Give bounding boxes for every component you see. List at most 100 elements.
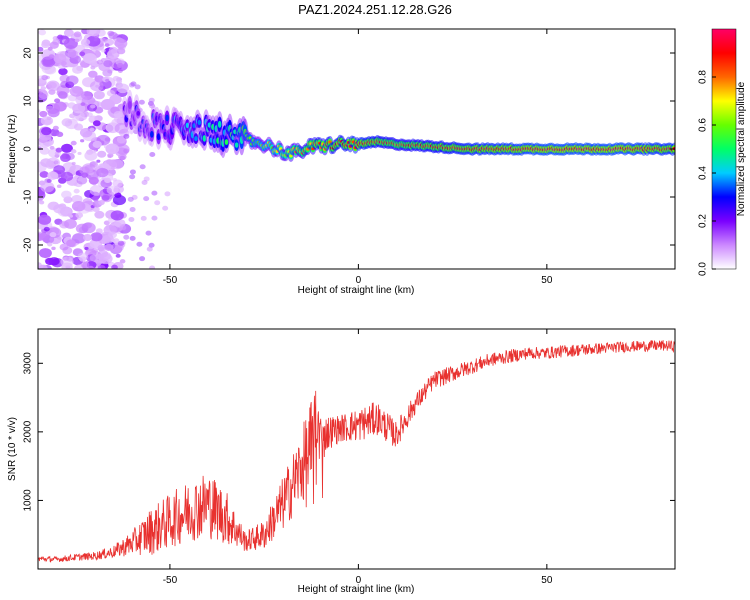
noise-blob — [88, 70, 98, 78]
spectrogram-heatmap — [38, 29, 675, 269]
colorbar-label: Normalized spectral amplitude — [736, 81, 747, 216]
noise-blob — [81, 172, 89, 178]
noise-blob — [106, 185, 119, 195]
noise-blob — [112, 75, 120, 82]
noise-blob — [129, 169, 136, 175]
noise-blob — [71, 161, 76, 166]
noise-blob — [104, 43, 110, 47]
noise-blob — [101, 48, 106, 53]
noise-blob — [48, 54, 55, 59]
noise-blob — [43, 226, 50, 232]
ridge-core — [234, 142, 239, 148]
noise-blob — [72, 103, 86, 114]
ridge-core — [224, 139, 229, 145]
noise-blob — [128, 217, 135, 223]
noise-blob — [51, 246, 56, 251]
noise-blob — [40, 116, 54, 126]
noise-blob — [149, 151, 156, 157]
noise-blob — [110, 166, 115, 170]
noise-blob — [154, 200, 161, 206]
noise-blob — [98, 37, 107, 44]
noise-blob — [88, 176, 99, 185]
noise-blob — [96, 59, 104, 65]
noise-blob — [92, 140, 102, 148]
noise-blob — [108, 31, 118, 40]
snr-series-line — [38, 340, 675, 563]
noise-blob — [55, 147, 63, 153]
noise-blob — [65, 75, 79, 86]
noise-blob — [92, 120, 101, 127]
noise-blob — [41, 56, 56, 68]
noise-blob — [84, 150, 98, 161]
noise-blob — [49, 232, 57, 238]
y-tick-label: 3000 — [23, 352, 34, 375]
noise-blob — [136, 241, 143, 247]
y-tick-label: 0 — [23, 146, 34, 152]
noise-blob — [123, 234, 130, 240]
noise-blob — [94, 75, 105, 83]
noise-blob — [97, 150, 107, 158]
x-tick-label: 50 — [541, 275, 553, 286]
noise-blob — [39, 110, 48, 118]
noise-blob — [38, 214, 52, 225]
noise-blob — [77, 151, 82, 156]
noise-blob — [82, 233, 93, 241]
colorbar-tick-label: 0.4 — [698, 166, 709, 180]
noise-blob — [57, 34, 64, 40]
colorbar — [711, 28, 737, 270]
noise-blob — [95, 228, 103, 234]
y-tick-label: -20 — [23, 237, 34, 252]
page-title: PAZ1.2024.251.12.28.G26 — [298, 2, 452, 17]
snr-x-axis-label: Height of straight line (km) — [298, 584, 415, 595]
noise-blob — [47, 171, 59, 180]
snr-frame — [37, 328, 676, 570]
noise-blob — [79, 127, 93, 138]
noise-blob — [129, 174, 136, 180]
y-tick-label: 10 — [23, 95, 34, 107]
noise-blob — [94, 210, 105, 219]
noise-blob — [92, 196, 99, 202]
noise-blob — [104, 177, 112, 184]
noise-blob — [52, 125, 59, 131]
noise-blob — [148, 242, 155, 248]
noise-blob — [38, 29, 47, 36]
noise-blob — [97, 265, 106, 269]
noise-blob — [119, 155, 126, 161]
noise-blob — [106, 159, 113, 165]
noise-blob — [77, 252, 89, 261]
noise-blob — [162, 205, 169, 211]
noise-blob — [89, 254, 98, 262]
noise-blob — [134, 84, 141, 90]
ridge-core — [150, 131, 154, 138]
colorbar-tick-label: 0.0 — [698, 262, 709, 276]
noise-blob — [89, 127, 95, 132]
ridge-core — [217, 120, 222, 128]
noise-blob — [47, 242, 53, 247]
noise-blob — [96, 159, 101, 163]
noise-blob — [86, 35, 101, 47]
noise-blob — [110, 210, 124, 221]
noise-blob — [130, 81, 137, 87]
ridge-core — [156, 133, 161, 141]
noise-blob — [70, 149, 77, 154]
noise-blob — [60, 171, 74, 182]
noise-blob — [38, 109, 41, 113]
noise-blob — [74, 38, 80, 43]
y-tick-label: 1000 — [23, 489, 34, 512]
noise-blob — [40, 86, 47, 91]
colorbar-tick-label: 0.6 — [698, 118, 709, 132]
noise-blob — [39, 200, 45, 205]
noise-blob — [105, 143, 120, 155]
noise-blob — [93, 90, 105, 100]
noise-blob — [112, 179, 123, 188]
y-tick-label: 2000 — [23, 420, 34, 443]
noise-blob — [112, 238, 120, 244]
noise-blob — [108, 46, 118, 54]
x-tick-label: 0 — [356, 275, 362, 286]
noise-blob — [108, 231, 118, 239]
noise-blob — [115, 253, 121, 258]
noise-blob — [38, 91, 49, 100]
ridge-core — [127, 100, 132, 110]
noise-blob — [98, 199, 105, 206]
noise-blob — [54, 98, 61, 103]
